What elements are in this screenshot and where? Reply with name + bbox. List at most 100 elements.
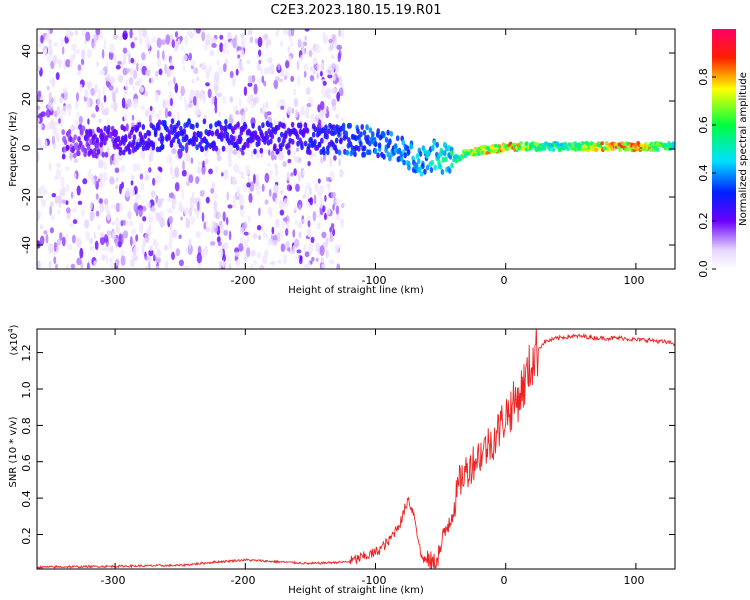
spectrogram-ridge-cell	[382, 132, 386, 138]
spectrogram-cell	[168, 231, 173, 243]
spectrogram-cell	[180, 85, 185, 97]
spectrogram-ridge-cell	[243, 141, 247, 148]
top-ytick-label: 40	[20, 44, 33, 58]
spectrogram-ridge-cell	[344, 130, 349, 137]
spectrogram-cell	[277, 63, 281, 71]
spectrogram-cell	[303, 263, 309, 269]
spectrogram-cell	[156, 212, 160, 219]
spectrogram-ridge-cell	[653, 145, 658, 150]
spectrogram-cell	[197, 110, 202, 115]
spectrogram-cell	[283, 75, 287, 81]
spectrogram-cell	[232, 37, 237, 49]
spectrogram-ridge-cell	[370, 136, 374, 143]
spectrogram-cell	[191, 191, 195, 203]
spectrogram-cell	[241, 38, 246, 49]
spectrogram-cell	[243, 86, 248, 96]
spectrogram-cell	[341, 202, 345, 209]
spectrogram-cell	[71, 208, 78, 213]
spectrogram-ridge-cell	[99, 141, 104, 148]
spectrogram-cell	[169, 34, 174, 42]
spectrogram-cell	[317, 213, 322, 218]
spectrogram-cell	[99, 236, 106, 246]
spectrogram-cell	[178, 201, 183, 212]
top-xtick-label: 100	[624, 274, 645, 287]
spectrogram-ridge-cell	[223, 127, 228, 134]
spectrogram-cell	[300, 54, 304, 62]
spectrogram-ridge-cell	[269, 122, 273, 129]
spectrogram-cell	[152, 177, 156, 186]
spectrogram-cell	[47, 101, 53, 110]
spectrogram-ridge-cell	[350, 149, 355, 155]
spectrogram-cell	[297, 171, 301, 183]
spectrogram-cell	[37, 210, 40, 221]
spectrogram-ridge-cell	[188, 138, 192, 145]
spectrogram-cell	[37, 117, 40, 123]
spectrogram-cell	[159, 217, 165, 228]
spectrogram-ridge-cell	[217, 120, 222, 127]
spectrogram-ridge-cell	[276, 148, 280, 155]
spectrogram-cell	[76, 257, 82, 266]
spectrogram-cell	[336, 91, 341, 102]
spectrogram-cell	[126, 68, 131, 73]
spectrogram-cell	[40, 35, 44, 44]
spectrogram-cell	[335, 64, 340, 74]
spectrogram-ridge-cell	[417, 158, 421, 165]
spectrogram-cell	[196, 76, 199, 81]
spectrogram-cell	[309, 197, 314, 206]
spectrogram-cell	[235, 259, 240, 267]
spectrogram-cell	[208, 168, 213, 175]
spectrogram-cell	[114, 237, 119, 247]
spectrogram-cell	[51, 193, 57, 198]
spectrogram-cell	[155, 265, 160, 269]
spectrogram-cell	[65, 165, 70, 171]
spectrogram-cell	[319, 70, 323, 77]
spectrogram-cell	[106, 246, 110, 252]
spectrogram-ridge-cell	[95, 142, 99, 149]
spectrogram-cell	[195, 176, 200, 185]
spectrogram-ridge-cell	[95, 137, 100, 144]
spectrogram-ridge-cell	[221, 145, 226, 152]
spectrogram-ridge-cell	[280, 131, 284, 138]
spectrogram-cell	[104, 198, 109, 206]
spectrogram-cell	[317, 104, 321, 113]
spectrogram-ridge-cell	[435, 141, 440, 148]
spectrogram-cell	[133, 202, 139, 213]
spectrogram-cell	[37, 260, 41, 269]
spectrogram-ridge-cell	[153, 131, 158, 138]
spectrogram-cell	[134, 196, 138, 202]
spectrogram-ridge-cell	[200, 146, 205, 153]
spectrogram-ridge-cell	[207, 129, 212, 136]
spectrogram-ridge-cell	[172, 127, 177, 134]
spectrogram-cell	[316, 73, 319, 79]
spectrogram-cell	[186, 30, 193, 37]
spectrogram-cell	[188, 238, 192, 250]
spectrogram-ridge-cell	[433, 164, 438, 171]
spectrogram-ridge-cell	[224, 118, 228, 125]
spectrogram-cell	[133, 246, 139, 255]
spectrogram-ridge-cell	[220, 135, 224, 142]
spectrogram-cell	[218, 248, 224, 259]
spectrogram-cell	[101, 49, 105, 59]
spectrogram-cell	[65, 183, 70, 192]
spectrogram-cell	[338, 158, 342, 167]
spectrogram-cell	[55, 168, 62, 180]
spectrogram-ridge-cell	[409, 143, 413, 150]
spectrogram-cell	[197, 261, 202, 269]
spectrogram-ridge-cell	[600, 141, 604, 146]
spectrogram-cell	[187, 103, 193, 108]
spectrogram-ridge-cell	[597, 146, 602, 151]
spectrogram-ridge-cell	[368, 127, 373, 134]
spectrogram-ridge-cell	[388, 155, 392, 162]
spectrogram-ridge-cell	[414, 162, 419, 169]
spectrogram-cell	[278, 151, 284, 161]
spectrogram-cell	[101, 254, 106, 261]
spectrogram-cell	[213, 200, 217, 211]
spectrogram-cell	[304, 251, 310, 258]
spectrogram-cell	[321, 231, 327, 239]
spectrogram-cell	[68, 106, 72, 117]
spectrogram-ridge-cell	[73, 134, 77, 141]
spectrogram-cell	[238, 199, 242, 205]
spectrogram-ridge-cell	[382, 153, 386, 160]
spectrogram-cell	[89, 237, 94, 245]
spectrogram-cell	[184, 151, 188, 162]
